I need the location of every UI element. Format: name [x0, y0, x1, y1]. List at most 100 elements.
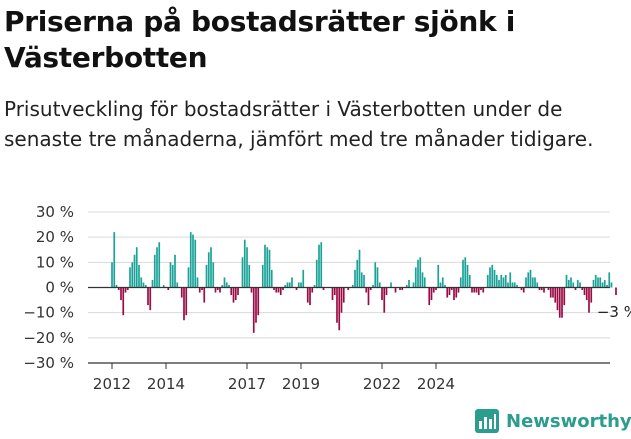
bar	[372, 284, 374, 288]
brand-logo: Newsworthy	[474, 404, 631, 438]
bar	[554, 287, 557, 303]
bar	[313, 284, 316, 288]
bar	[365, 287, 368, 293]
bar	[286, 282, 289, 288]
bar	[419, 257, 422, 288]
bar	[216, 287, 219, 291]
bar	[158, 242, 161, 288]
bar	[538, 287, 541, 291]
bar	[536, 282, 539, 288]
y-tick-label: −30 %	[23, 354, 74, 372]
bar	[439, 282, 442, 288]
x-tick-label: 2017	[228, 375, 266, 393]
bar	[234, 287, 237, 301]
bar	[594, 274, 597, 288]
bar	[223, 277, 226, 288]
bar	[412, 282, 415, 288]
bar	[171, 264, 174, 288]
bar	[590, 287, 593, 303]
bar	[464, 257, 467, 288]
bar	[477, 287, 480, 296]
bar	[241, 257, 244, 288]
bar	[133, 254, 136, 288]
bar	[588, 287, 590, 313]
bar	[311, 287, 314, 293]
bar	[358, 249, 361, 288]
bar	[378, 282, 381, 288]
bar	[156, 247, 158, 288]
bar	[549, 287, 552, 298]
bar	[198, 287, 201, 293]
bar	[502, 277, 505, 288]
bar	[408, 279, 410, 288]
bar	[144, 284, 147, 288]
bar	[599, 277, 602, 288]
bar	[529, 269, 532, 288]
bar	[597, 277, 599, 288]
bar	[507, 282, 509, 288]
bar	[189, 232, 192, 288]
bar	[187, 267, 190, 288]
bar	[336, 287, 338, 323]
y-tick-label: 10 %	[36, 253, 74, 271]
bar	[221, 284, 224, 288]
bar	[527, 272, 530, 288]
bar	[331, 287, 334, 301]
bar	[498, 279, 500, 288]
bar	[185, 287, 188, 316]
bar	[295, 287, 298, 291]
y-tick-label: −20 %	[23, 329, 74, 347]
bar	[228, 284, 230, 288]
bar	[520, 287, 523, 291]
bar	[574, 287, 577, 291]
bar	[462, 259, 464, 288]
bar	[194, 239, 197, 288]
bar	[401, 287, 404, 291]
bar	[367, 287, 370, 306]
bar	[583, 287, 586, 296]
bar	[363, 274, 365, 288]
bar	[558, 287, 561, 318]
bar	[129, 267, 131, 288]
bar	[468, 274, 471, 288]
bar	[374, 262, 377, 288]
bar	[428, 287, 431, 306]
x-tick-label: 2012	[93, 375, 131, 393]
bar	[120, 287, 122, 301]
bar	[423, 277, 426, 288]
bar	[300, 282, 302, 288]
bar	[417, 259, 419, 288]
bar	[270, 269, 273, 288]
y-tick-label: 20 %	[36, 228, 74, 246]
bar	[516, 284, 518, 288]
bar	[513, 282, 516, 288]
bar	[338, 287, 341, 331]
bar	[608, 272, 611, 288]
bar	[196, 277, 199, 288]
bar	[147, 287, 149, 306]
bar	[138, 264, 140, 288]
bar	[261, 264, 264, 288]
bar	[385, 287, 388, 296]
bar	[399, 287, 401, 291]
bar	[547, 287, 550, 291]
bar	[504, 274, 507, 288]
bar	[153, 254, 156, 288]
bar	[390, 282, 392, 288]
bar	[525, 277, 527, 288]
bar	[315, 259, 318, 288]
bar	[275, 287, 278, 293]
bar	[246, 247, 248, 288]
bar	[205, 264, 208, 288]
bar	[169, 262, 172, 288]
bar	[140, 277, 143, 288]
bar	[394, 287, 397, 293]
x-tick-label: 2014	[147, 375, 185, 393]
bar	[320, 242, 323, 288]
bar	[581, 287, 584, 291]
bar	[351, 284, 354, 288]
bar	[151, 279, 154, 288]
bar	[475, 287, 478, 293]
bar	[225, 282, 228, 288]
